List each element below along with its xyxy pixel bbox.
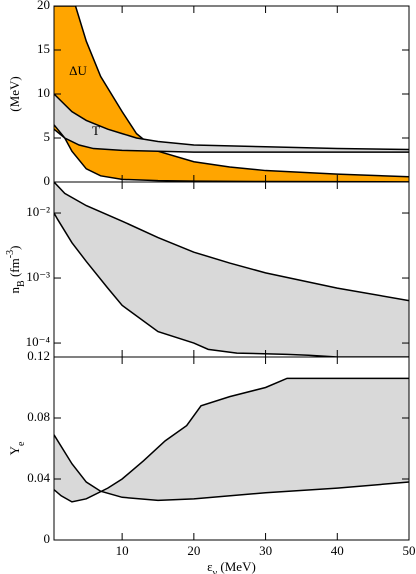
band-edge bbox=[54, 124, 409, 153]
y-tick-label: 10⁻² bbox=[26, 204, 50, 219]
band-edge bbox=[54, 212, 409, 357]
y-axis-label: (MeV) bbox=[7, 76, 22, 111]
label-part: ) bbox=[7, 246, 22, 250]
label-part: Y bbox=[7, 445, 22, 455]
band-fill bbox=[54, 6, 409, 182]
x-tick-label: 10 bbox=[116, 543, 129, 558]
band-fill bbox=[54, 182, 409, 357]
label-part: ν bbox=[213, 568, 218, 574]
label-part: -3 bbox=[5, 250, 16, 258]
x-tick-label: 40 bbox=[331, 543, 344, 558]
y-tick-label: 20 bbox=[37, 0, 50, 12]
y-tick-label: 0.04 bbox=[27, 470, 50, 485]
band-fill bbox=[54, 94, 409, 153]
band-edge bbox=[54, 93, 409, 151]
band-fill bbox=[54, 378, 409, 502]
label-part: B bbox=[16, 280, 27, 287]
x-tick-label: 30 bbox=[259, 543, 272, 558]
plot-area bbox=[54, 377, 409, 503]
band-edge bbox=[54, 128, 409, 182]
band-edge bbox=[54, 377, 409, 503]
band-label: T bbox=[92, 123, 100, 138]
band-label: ΔU bbox=[69, 63, 87, 78]
x-tick-label: 20 bbox=[187, 543, 200, 558]
y-tick-label: 10 bbox=[37, 85, 50, 100]
y-tick-label: 0.12 bbox=[27, 348, 50, 363]
y-tick-label: 0 bbox=[44, 173, 51, 188]
label-part: ε bbox=[207, 559, 213, 574]
y-tick-label: 0 bbox=[44, 531, 51, 546]
plot-area bbox=[54, 6, 409, 182]
y-tick-label: 10⁻⁴ bbox=[26, 334, 51, 349]
band-edge bbox=[54, 434, 409, 502]
x-axis-label: εν (MeV) bbox=[207, 559, 256, 574]
label-part: (fm bbox=[7, 258, 22, 280]
plot-area bbox=[54, 182, 409, 357]
label-part: (MeV) bbox=[217, 559, 256, 574]
label-part: n bbox=[7, 286, 22, 293]
y-tick-label: 10⁻³ bbox=[26, 269, 50, 284]
y-tick-label: 5 bbox=[44, 129, 51, 144]
y-axis-label: nB (fm-3) bbox=[5, 246, 27, 294]
band-edge bbox=[54, 182, 409, 302]
y-tick-label: 15 bbox=[37, 41, 50, 56]
y-tick-label: 0.08 bbox=[27, 409, 50, 424]
x-tick-label: 50 bbox=[403, 543, 416, 558]
label-part: e bbox=[16, 441, 27, 446]
frame bbox=[53, 356, 410, 541]
y-axis-label: Ye bbox=[7, 441, 27, 455]
label-part: (MeV) bbox=[7, 76, 22, 111]
